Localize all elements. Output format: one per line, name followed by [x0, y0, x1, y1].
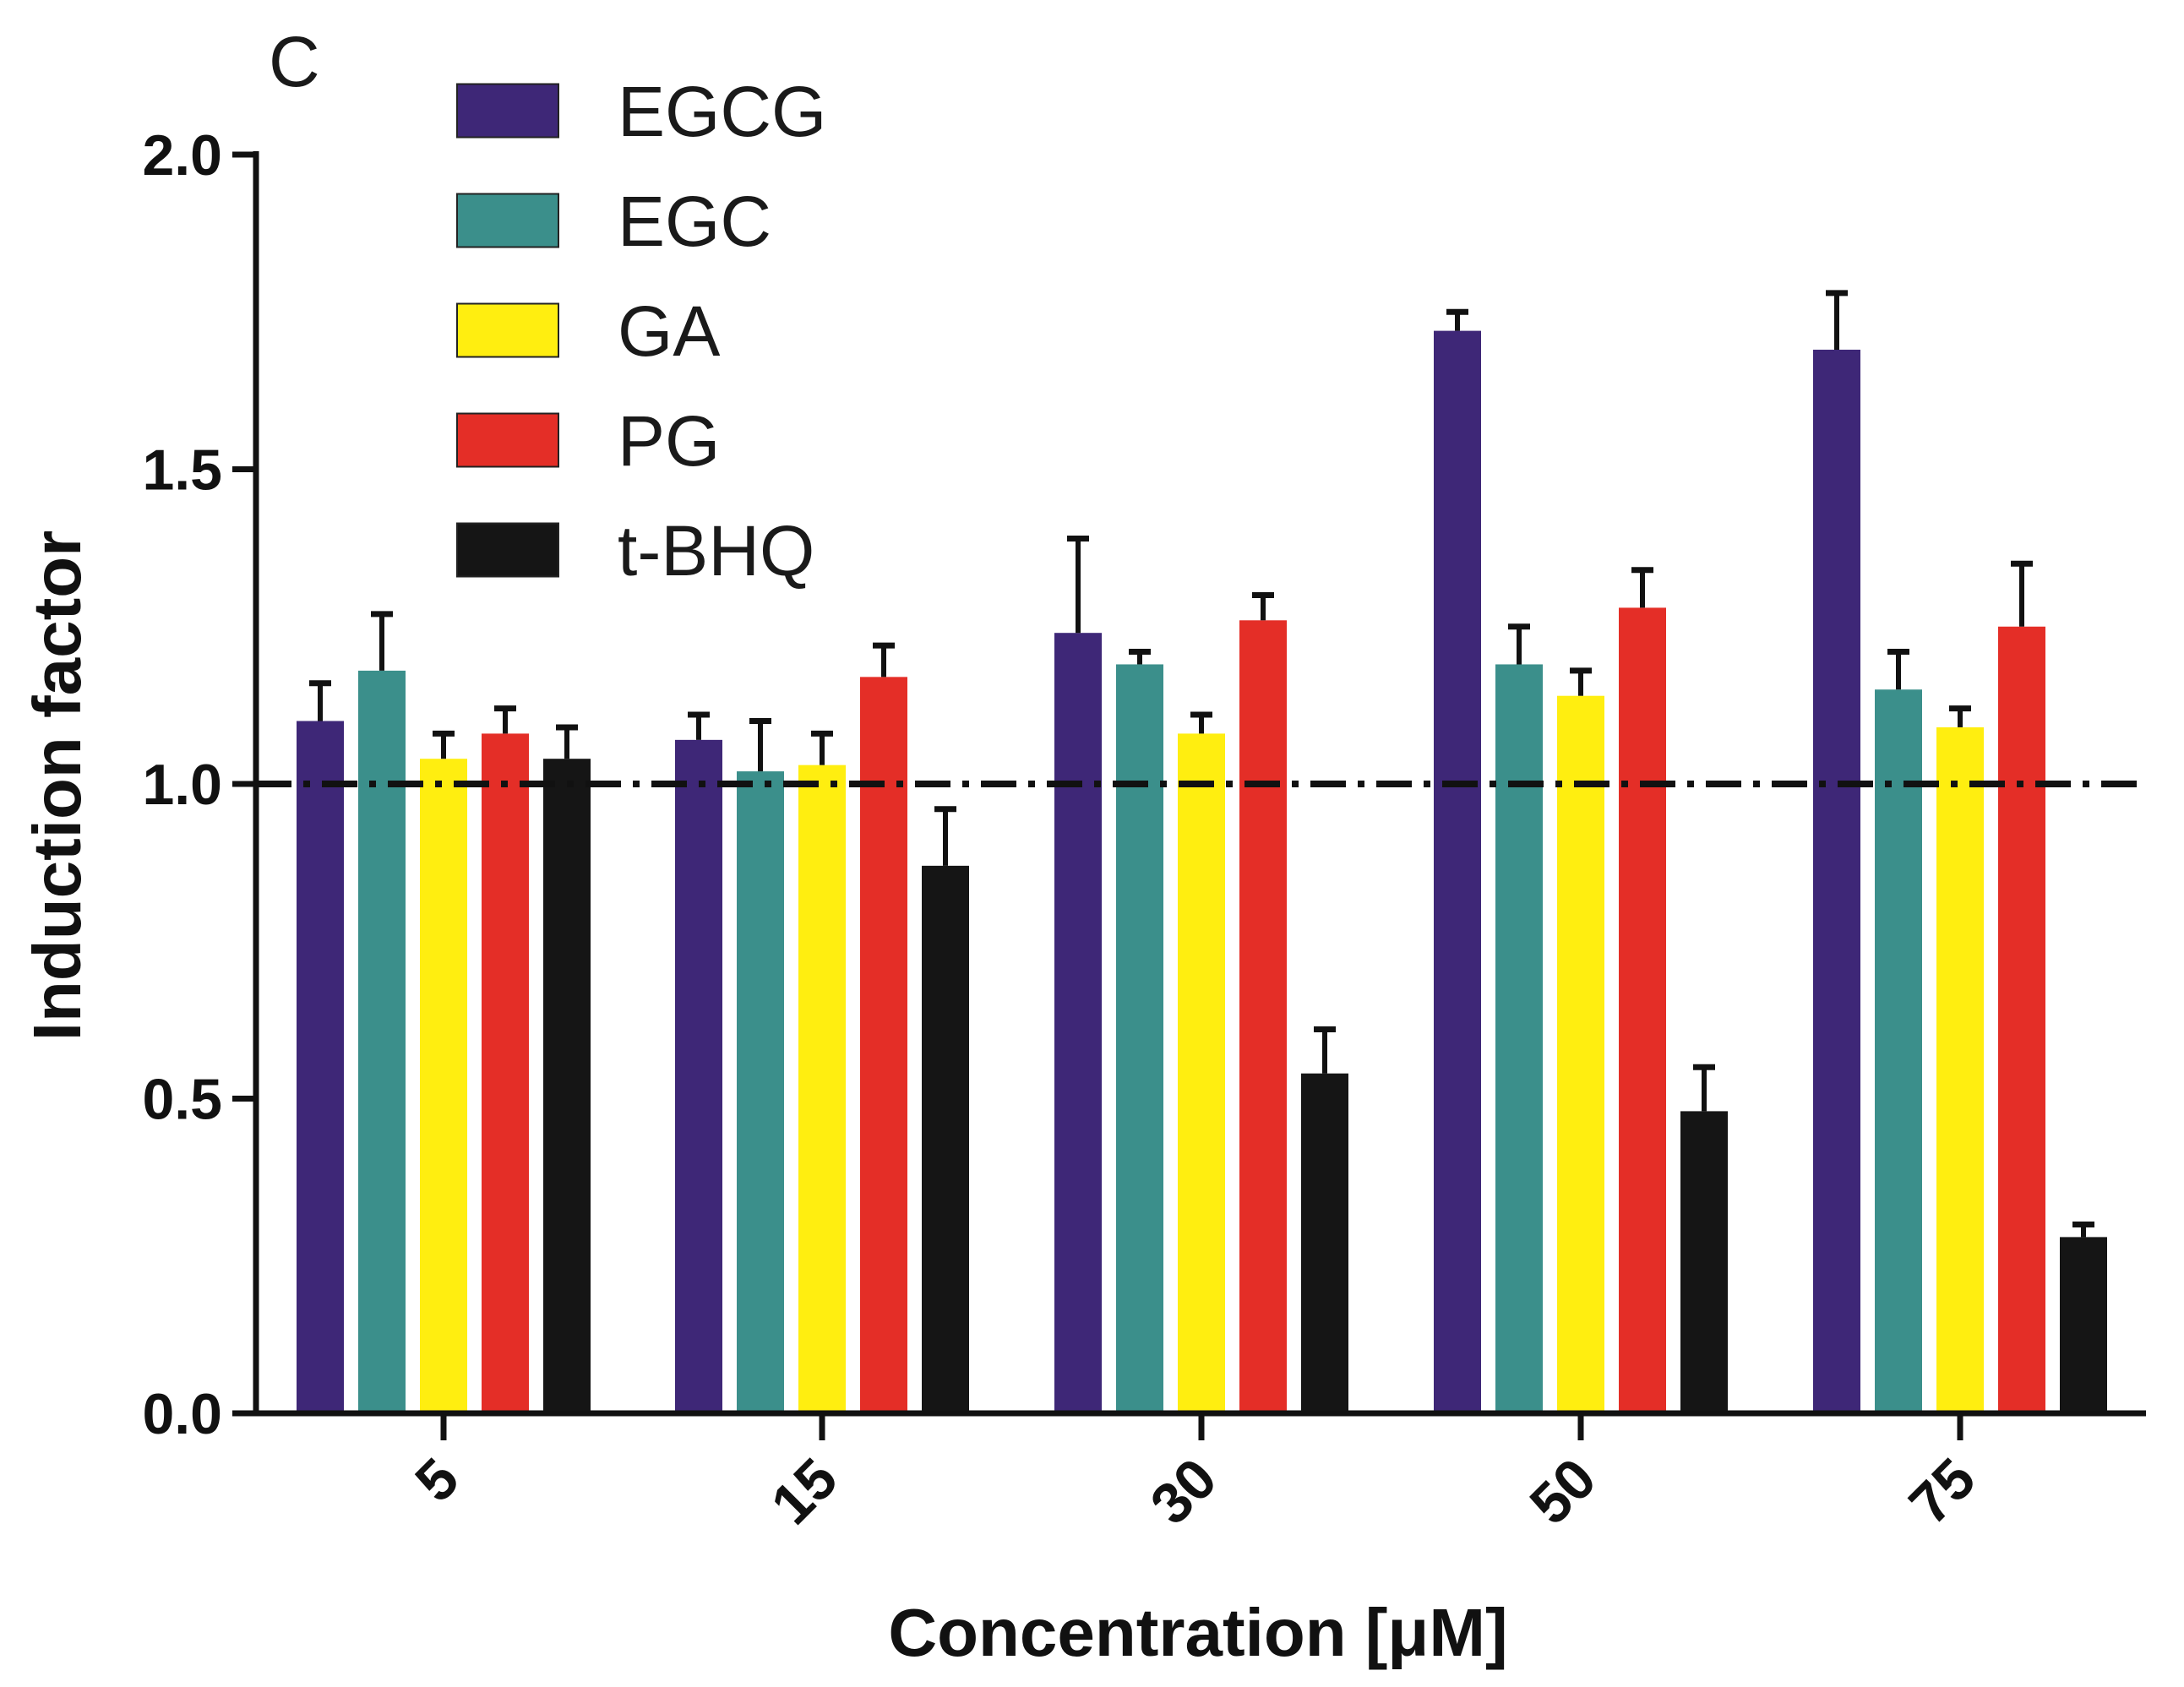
series-ga	[420, 667, 1984, 1413]
bar	[1813, 349, 1860, 1414]
series-t-bhq	[543, 724, 2107, 1413]
bar	[420, 759, 467, 1413]
y-axis-title: Induction factor	[19, 531, 95, 1041]
x-tick-label: 50	[1517, 1446, 1608, 1537]
series-egc	[358, 611, 1922, 1413]
series-pg	[482, 560, 2045, 1413]
bar	[1239, 620, 1287, 1413]
bar	[922, 865, 969, 1413]
legend-swatch	[456, 83, 559, 139]
bar	[482, 733, 529, 1413]
legend-label: t-BHQ	[618, 511, 814, 590]
bar	[1054, 633, 1102, 1413]
x-tick-label: 75	[1897, 1446, 1987, 1537]
y-tick-label: 1.0	[142, 753, 222, 817]
legend-label: EGC	[618, 182, 771, 261]
y-tick-label: 0.5	[142, 1068, 222, 1132]
legend-label: EGCG	[618, 72, 826, 151]
bar	[297, 721, 344, 1413]
bar	[543, 759, 591, 1413]
y-tick-label: 2.0	[142, 123, 222, 188]
series-egcg	[297, 290, 1860, 1414]
legend-item: EGCG	[456, 72, 826, 151]
x-axis-title: Concentration [μM]	[888, 1595, 1507, 1670]
bar	[798, 765, 846, 1413]
legend-swatch	[456, 522, 559, 578]
legend-swatch	[456, 412, 559, 468]
legend-item: EGC	[456, 182, 771, 261]
bar	[1557, 695, 1604, 1413]
legend-label: GA	[618, 291, 720, 371]
bar	[675, 739, 722, 1413]
bar	[1998, 626, 2045, 1413]
bar	[2060, 1237, 2107, 1413]
bar	[1178, 733, 1225, 1413]
bar	[737, 771, 784, 1413]
bar	[1680, 1111, 1728, 1413]
bar	[1116, 664, 1163, 1413]
bar	[358, 670, 406, 1413]
bar	[1936, 726, 1984, 1413]
y-tick-label: 1.5	[142, 438, 222, 503]
legend-item: GA	[456, 291, 720, 371]
panel-label: C	[269, 22, 320, 101]
legend-swatch	[456, 193, 559, 248]
y-tick-label: 0.0	[142, 1382, 222, 1446]
bar	[1619, 607, 1666, 1413]
bar	[1875, 689, 1922, 1413]
bars-layer	[297, 290, 2107, 1414]
bar	[1434, 330, 1481, 1414]
x-tick-label: 30	[1138, 1446, 1228, 1537]
bar	[1301, 1073, 1348, 1413]
legend-label: PG	[618, 401, 720, 481]
legend-swatch	[456, 302, 559, 358]
legend: EGCG EGC GA PG t-BHQ	[456, 72, 826, 590]
bar	[1495, 664, 1543, 1413]
legend-item: t-BHQ	[456, 511, 814, 590]
bar	[860, 677, 907, 1413]
x-tick-label: 5	[403, 1446, 471, 1514]
x-tick-label: 15	[759, 1446, 849, 1537]
legend-item: PG	[456, 401, 720, 481]
